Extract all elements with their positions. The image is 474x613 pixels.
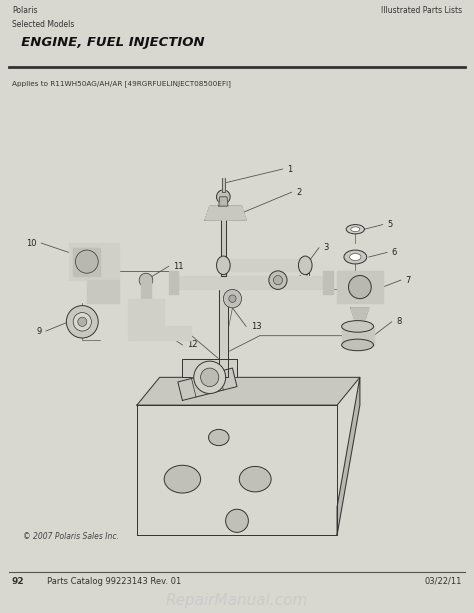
Text: 13: 13 — [251, 322, 261, 331]
Polygon shape — [222, 178, 225, 192]
Circle shape — [139, 273, 153, 287]
Text: 5: 5 — [387, 220, 392, 229]
Text: Polaris: Polaris — [12, 6, 37, 15]
Text: RepairManual.com: RepairManual.com — [166, 593, 308, 608]
Ellipse shape — [299, 256, 312, 275]
Polygon shape — [137, 378, 360, 405]
Polygon shape — [219, 197, 228, 206]
Polygon shape — [128, 299, 191, 340]
Ellipse shape — [342, 339, 374, 351]
Text: 8: 8 — [396, 318, 401, 326]
Polygon shape — [337, 271, 383, 303]
Polygon shape — [205, 206, 246, 220]
Polygon shape — [223, 259, 305, 271]
Text: 03/22/11: 03/22/11 — [425, 576, 462, 585]
Text: 3: 3 — [323, 243, 329, 252]
Polygon shape — [169, 271, 178, 294]
Text: ENGINE, FUEL INJECTION: ENGINE, FUEL INJECTION — [12, 36, 204, 49]
Circle shape — [194, 361, 226, 394]
Circle shape — [201, 368, 219, 387]
Text: 92: 92 — [12, 576, 25, 585]
Polygon shape — [73, 248, 100, 275]
Polygon shape — [182, 359, 237, 378]
Text: Applies to R11WH50AG/AH/AR [49RGRFUELINJECT08500EFI]: Applies to R11WH50AG/AH/AR [49RGRFUELINJ… — [12, 80, 231, 87]
Circle shape — [78, 317, 87, 326]
Ellipse shape — [342, 321, 374, 332]
Text: 1: 1 — [287, 164, 292, 173]
Ellipse shape — [351, 227, 360, 232]
Polygon shape — [69, 243, 118, 280]
Circle shape — [66, 306, 98, 338]
Text: 12: 12 — [187, 340, 198, 349]
Text: 11: 11 — [173, 262, 184, 271]
Polygon shape — [221, 211, 226, 275]
Text: 2: 2 — [296, 188, 301, 197]
Circle shape — [217, 190, 230, 204]
Ellipse shape — [239, 466, 271, 492]
Polygon shape — [351, 308, 369, 322]
Text: Illustrated Parts Lists: Illustrated Parts Lists — [381, 6, 462, 15]
Ellipse shape — [217, 256, 230, 275]
Circle shape — [229, 295, 236, 302]
Polygon shape — [323, 271, 333, 294]
Text: © 2007 Polaris Sales Inc.: © 2007 Polaris Sales Inc. — [23, 532, 119, 541]
Circle shape — [273, 275, 283, 285]
Text: 10: 10 — [26, 238, 37, 248]
Circle shape — [269, 271, 287, 289]
Polygon shape — [87, 280, 118, 303]
Polygon shape — [219, 289, 228, 378]
Polygon shape — [137, 405, 337, 535]
Text: 6: 6 — [392, 248, 397, 257]
Circle shape — [75, 250, 98, 273]
Text: 7: 7 — [405, 276, 411, 284]
Text: Selected Models: Selected Models — [12, 20, 74, 29]
Polygon shape — [178, 368, 237, 400]
Ellipse shape — [350, 254, 361, 261]
Circle shape — [223, 289, 242, 308]
Ellipse shape — [164, 465, 201, 493]
Circle shape — [73, 313, 91, 331]
Circle shape — [226, 509, 248, 532]
Polygon shape — [342, 326, 374, 345]
Polygon shape — [337, 378, 360, 535]
Ellipse shape — [209, 429, 229, 446]
Text: 4: 4 — [305, 271, 310, 280]
Polygon shape — [141, 280, 151, 299]
Circle shape — [348, 275, 371, 299]
Text: 9: 9 — [36, 327, 41, 335]
Polygon shape — [173, 275, 328, 289]
Ellipse shape — [344, 250, 367, 264]
Text: Parts Catalog 99223143 Rev. 01: Parts Catalog 99223143 Rev. 01 — [47, 576, 182, 585]
Ellipse shape — [346, 224, 365, 234]
